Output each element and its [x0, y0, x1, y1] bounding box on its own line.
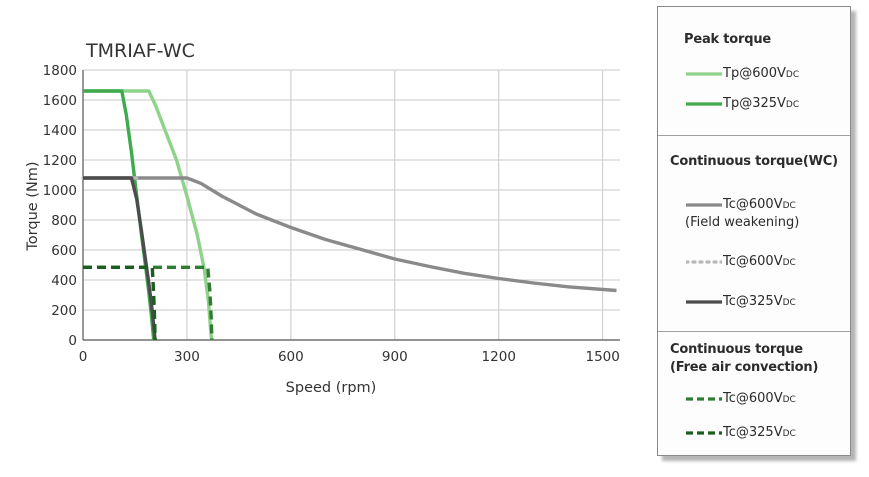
legend-section-title: Peak torque — [684, 32, 772, 47]
y-tick-label: 1000 — [43, 183, 77, 199]
grid — [82, 69, 620, 341]
legend-section-title: Continuous torque — [670, 342, 803, 357]
y-tick-label: 400 — [51, 273, 77, 289]
y-tick-label: 0 — [68, 333, 77, 349]
y-tick-label: 600 — [51, 243, 77, 259]
legend-label-subscript: DC — [785, 100, 800, 110]
legend-label-subscript: DC — [782, 258, 796, 268]
legend-swatch — [686, 300, 722, 304]
legend-item-label: Tc@600VDC — [723, 390, 796, 409]
legend-label-subscript: DC — [782, 298, 796, 308]
legend-swatch — [686, 72, 722, 76]
legend: Peak torque Tp@600VDC Tp@325VDC Continuous … — [657, 6, 851, 456]
y-tick-label: 1200 — [43, 153, 77, 169]
legend-item-label: Tp@600VDC — [723, 65, 799, 84]
legend-label-text: Tp@325V — [723, 96, 786, 111]
y-tick-label: 800 — [51, 213, 77, 229]
series-lines — [81, 89, 617, 341]
x-tick-label: 1500 — [585, 349, 619, 365]
legend-item-label: Tc@600VDC — [723, 196, 796, 215]
legend-section-title: Continuous torque(WC) — [670, 154, 838, 169]
legend-label-text: Tc@325V — [723, 294, 783, 309]
legend-swatch — [686, 260, 722, 264]
legend-divider — [658, 135, 850, 136]
legend-divider — [658, 331, 850, 332]
series-line-tp600 — [83, 89, 214, 341]
y-tick-label: 1800 — [43, 63, 77, 79]
legend-swatch — [686, 203, 722, 207]
x-tick-label: 1200 — [482, 349, 516, 365]
legend-label-subscript: DC — [782, 395, 796, 405]
y-tick-label: 200 — [51, 303, 77, 319]
y-tick-label: 1400 — [43, 123, 77, 139]
legend-item-label: Tc@325VDC — [723, 424, 796, 443]
legend-item-note: (Field weakening) — [685, 215, 800, 230]
legend-item-label: Tc@325VDC — [723, 293, 796, 312]
legend-label-subscript: DC — [782, 201, 796, 211]
y-axis-label: Torque (Nm) — [25, 161, 41, 251]
axes: 0 200 400 600 800 1000 1200 1400 1600 1800 0 300 600… — [43, 63, 620, 365]
x-tick-label: 0 — [79, 349, 88, 365]
legend-section-title: (Free air convection) — [670, 360, 819, 375]
legend-item-label: Tp@325VDC — [723, 95, 799, 114]
legend-swatch — [686, 102, 722, 106]
legend-swatch — [686, 431, 722, 435]
series-line-tcf325 — [83, 265, 157, 341]
x-axis-label: Speed (rpm) — [286, 380, 377, 396]
x-tick-label: 600 — [278, 349, 304, 365]
y-tick-label: 1600 — [43, 93, 77, 109]
legend-swatch — [686, 397, 722, 401]
series-line-tcf600 — [83, 265, 214, 341]
legend-label-text: Tc@600V — [723, 197, 783, 212]
legend-label-text: Tc@325V — [723, 425, 783, 440]
legend-label-subscript: DC — [782, 429, 796, 439]
x-tick-label: 900 — [382, 349, 408, 365]
series-line-tp325 — [83, 89, 156, 341]
legend-label-text: Tc@600V — [723, 391, 783, 406]
chart-title: TMRIAF-WC — [85, 40, 195, 62]
legend-item-label: Tc@600VDC — [723, 253, 796, 272]
legend-label-text: Tc@600V — [723, 254, 783, 269]
legend-label-text: Tp@600V — [723, 66, 786, 81]
legend-label-subscript: DC — [785, 70, 800, 80]
series-line-tc600_fw — [83, 176, 617, 293]
x-tick-label: 300 — [174, 349, 200, 365]
series-line-tc325 — [83, 176, 157, 341]
